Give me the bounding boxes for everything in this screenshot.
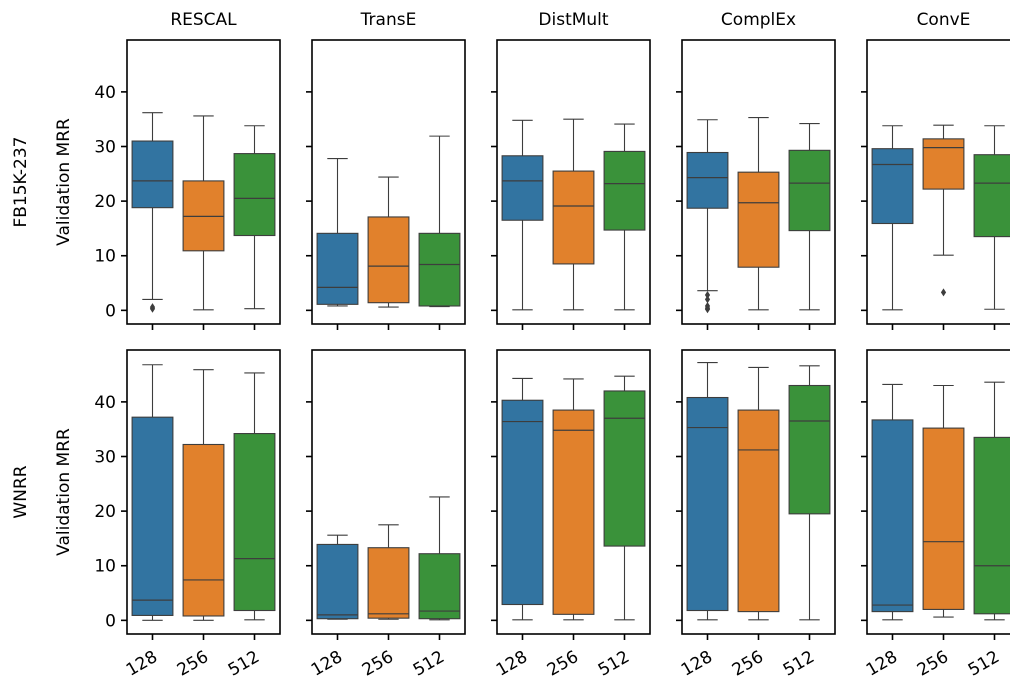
- x-tick-label-distmult-128: 128: [493, 647, 531, 681]
- panel-frame-wnrr-transe: [311, 349, 466, 635]
- y-axis-label: Validation MRR: [54, 428, 74, 556]
- panel-frame-fb15k-237-conve: [866, 39, 1010, 325]
- box-wnrr-transe-128: [316, 543, 359, 620]
- panel-frame-fb15k-237-rescal: [126, 39, 281, 325]
- panel-frame-wnrr-conve: [866, 349, 1010, 635]
- column-title-complex: ComplEx: [721, 10, 796, 30]
- box-fb15k-237-transe-512: [418, 232, 461, 307]
- x-tick-label-rescal-512: 512: [225, 647, 263, 681]
- x-tick-label-transe-256: 256: [359, 647, 397, 681]
- panel-frame-wnrr-complex: [681, 349, 836, 635]
- outlier-fb15k-237-conve-256-0: [940, 288, 947, 297]
- box-wnrr-conve-256: [922, 427, 965, 610]
- panel-frame-wnrr-distmult: [496, 349, 651, 635]
- y-tick-label-fb15k-237-20: 20: [94, 192, 116, 212]
- outlier-fb15k-237-complex-128-3: [704, 295, 711, 304]
- box-wnrr-conve-128: [871, 419, 914, 613]
- box-fb15k-237-distmult-512: [603, 150, 646, 231]
- box-fb15k-237-distmult-256: [552, 170, 595, 265]
- column-title-rescal: RESCAL: [170, 10, 237, 30]
- box-wnrr-rescal-256: [182, 443, 225, 617]
- y-tick-label-fb15k-237-40: 40: [94, 83, 116, 103]
- box-wnrr-rescal-512: [233, 433, 276, 612]
- x-tick-label-transe-128: 128: [308, 647, 346, 681]
- y-tick-label-wnrr-0: 0: [105, 611, 116, 631]
- box-fb15k-237-transe-256: [367, 216, 410, 304]
- column-title-transe: TransE: [360, 10, 417, 30]
- x-tick-label-complex-512: 512: [780, 647, 818, 681]
- box-wnrr-distmult-256: [552, 409, 595, 615]
- box-fb15k-237-complex-512: [788, 149, 831, 232]
- box-fb15k-237-complex-256: [737, 171, 780, 268]
- box-fb15k-237-distmult-128: [501, 155, 544, 221]
- x-tick-label-complex-256: 256: [729, 647, 767, 681]
- row-label-wnrr: WNRR: [11, 465, 31, 518]
- box-fb15k-237-rescal-512: [233, 153, 276, 237]
- panel-frame-fb15k-237-distmult: [496, 39, 651, 325]
- y-tick-label-wnrr-30: 30: [94, 448, 116, 468]
- box-fb15k-237-rescal-128: [131, 140, 174, 209]
- box-wnrr-transe-512: [418, 553, 461, 620]
- x-tick-label-distmult-256: 256: [544, 647, 582, 681]
- panel-frame-wnrr-rescal: [126, 349, 281, 635]
- y-tick-label-fb15k-237-10: 10: [94, 247, 116, 267]
- box-wnrr-complex-512: [788, 384, 831, 515]
- box-fb15k-237-transe-128: [316, 232, 359, 305]
- x-tick-label-conve-256: 256: [914, 647, 952, 681]
- box-wnrr-rescal-128: [131, 416, 174, 616]
- x-tick-label-conve-128: 128: [863, 647, 901, 681]
- box-wnrr-transe-256: [367, 547, 410, 619]
- box-fb15k-237-conve-128: [871, 148, 914, 225]
- x-tick-label-conve-512: 512: [965, 647, 1003, 681]
- y-tick-label-fb15k-237-30: 30: [94, 138, 116, 158]
- box-wnrr-complex-256: [737, 409, 780, 613]
- box-fb15k-237-conve-256: [922, 138, 965, 190]
- box-fb15k-237-conve-512: [973, 154, 1010, 238]
- outlier-fb15k-237-rescal-128-1: [149, 303, 156, 312]
- y-tick-label-fb15k-237-0: 0: [105, 301, 116, 321]
- box-wnrr-conve-512: [973, 436, 1010, 615]
- box-wnrr-distmult-512: [603, 390, 646, 547]
- panel-frame-fb15k-237-transe: [311, 39, 466, 325]
- y-tick-label-wnrr-40: 40: [94, 393, 116, 413]
- box-wnrr-complex-128: [686, 396, 729, 612]
- outlier-fb15k-237-complex-128-4: [704, 291, 711, 300]
- y-tick-label-wnrr-20: 20: [94, 502, 116, 522]
- x-tick-label-rescal-128: 128: [123, 647, 161, 681]
- y-axis-label: Validation MRR: [54, 118, 74, 246]
- x-tick-label-complex-128: 128: [678, 647, 716, 681]
- x-tick-label-transe-512: 512: [410, 647, 448, 681]
- box-wnrr-distmult-128: [501, 399, 544, 606]
- row-label-fb15k-237: FB15K-237: [11, 136, 31, 227]
- x-tick-label-distmult-512: 512: [595, 647, 633, 681]
- box-fb15k-237-complex-128: [686, 151, 729, 209]
- column-title-distmult: DistMult: [538, 10, 609, 30]
- x-tick-label-rescal-256: 256: [174, 647, 212, 681]
- outlier-fb15k-237-complex-128-2: [704, 301, 711, 310]
- column-title-conve: ConvE: [917, 10, 971, 30]
- y-tick-label-wnrr-10: 10: [94, 557, 116, 577]
- panel-frame-fb15k-237-complex: [681, 39, 836, 325]
